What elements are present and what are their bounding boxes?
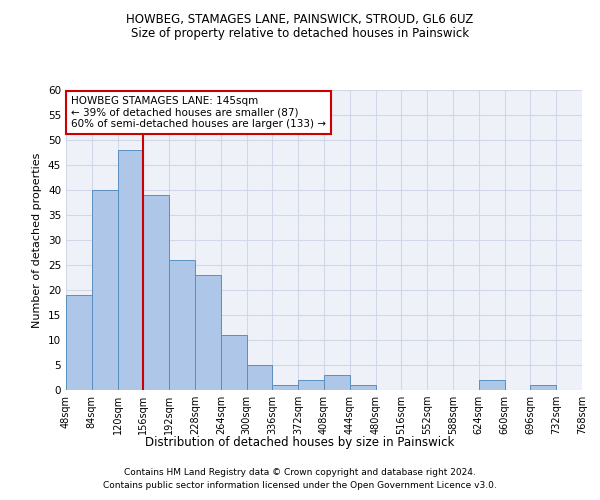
Bar	[169, 260, 195, 390]
Bar	[221, 335, 247, 390]
Bar	[350, 385, 376, 390]
Text: Distribution of detached houses by size in Painswick: Distribution of detached houses by size …	[145, 436, 455, 449]
Bar	[479, 380, 505, 390]
Text: Size of property relative to detached houses in Painswick: Size of property relative to detached ho…	[131, 28, 469, 40]
Bar	[118, 150, 143, 390]
Bar	[324, 375, 350, 390]
Y-axis label: Number of detached properties: Number of detached properties	[32, 152, 43, 328]
Bar	[298, 380, 324, 390]
Bar	[66, 295, 92, 390]
Bar	[247, 365, 272, 390]
Bar	[195, 275, 221, 390]
Text: Contains HM Land Registry data © Crown copyright and database right 2024.: Contains HM Land Registry data © Crown c…	[124, 468, 476, 477]
Bar	[272, 385, 298, 390]
Bar	[143, 195, 169, 390]
Text: HOWBEG STAMAGES LANE: 145sqm
← 39% of detached houses are smaller (87)
60% of se: HOWBEG STAMAGES LANE: 145sqm ← 39% of de…	[71, 96, 326, 129]
Bar	[530, 385, 556, 390]
Text: HOWBEG, STAMAGES LANE, PAINSWICK, STROUD, GL6 6UZ: HOWBEG, STAMAGES LANE, PAINSWICK, STROUD…	[127, 12, 473, 26]
Bar	[92, 190, 118, 390]
Text: Contains public sector information licensed under the Open Government Licence v3: Contains public sector information licen…	[103, 480, 497, 490]
